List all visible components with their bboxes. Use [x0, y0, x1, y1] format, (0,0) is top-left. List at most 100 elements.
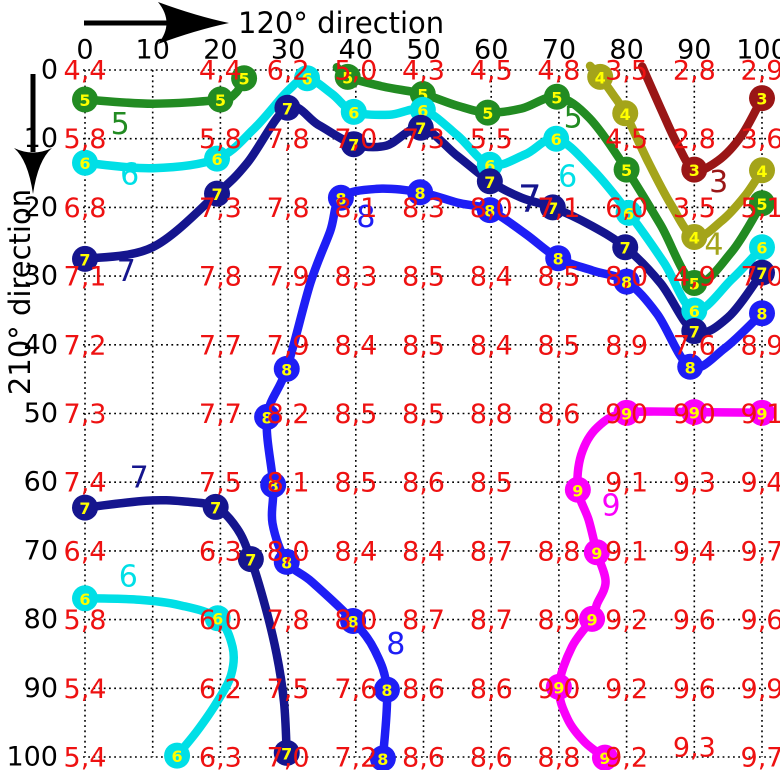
contour-level-label-8: 8: [386, 627, 405, 662]
grid-value: 4,8: [537, 56, 580, 87]
contour-marker-level-5: 5: [334, 63, 361, 90]
contour-marker-level-6: 6: [204, 145, 231, 172]
grid-value: 9,3: [673, 468, 716, 499]
contour-marker-level-7: 7: [749, 259, 775, 286]
grid-value: 7,3: [199, 193, 242, 224]
grid-value: 9,9: [741, 674, 780, 705]
contour-marker-level-6: 6: [749, 234, 775, 261]
svg-text:8: 8: [484, 202, 495, 221]
grid-value: 3,6: [741, 124, 780, 155]
grid-value: 7,3: [64, 399, 107, 430]
grid-value: 9,7: [741, 536, 780, 567]
contour-marker-level-8: 8: [369, 745, 396, 770]
y-axis-tick-labels: 0 10 20 30 40 50 60 70 80 90 100: [6, 55, 58, 770]
svg-text:6: 6: [79, 590, 90, 609]
grid-value: 8,3: [402, 193, 445, 224]
grid-value: 8,0: [605, 262, 648, 293]
grid-value: 8,3: [334, 262, 377, 293]
svg-text:5: 5: [417, 86, 428, 105]
svg-text:8: 8: [335, 189, 346, 208]
svg-text:8: 8: [262, 408, 273, 427]
grid-value: 8,9: [741, 330, 780, 361]
svg-text:7: 7: [211, 185, 222, 204]
contour-marker-level-3: 3: [749, 85, 775, 112]
grid-value: 7,2: [64, 330, 107, 361]
svg-text:9: 9: [689, 404, 700, 423]
svg-text:6: 6: [417, 101, 428, 120]
grid-value: 9,0: [537, 674, 580, 705]
grid-value: 8,4: [334, 536, 377, 567]
grid-value: 8,5: [334, 399, 377, 430]
svg-text:5: 5: [482, 104, 493, 123]
grid-value: 9,2: [605, 674, 648, 705]
grid-value: 7,9: [267, 330, 310, 361]
x-tick-label: 20: [203, 35, 237, 66]
grid-value: 3,5: [673, 193, 716, 224]
contour-marker-level-8: 8: [677, 353, 704, 380]
grid-value: 7,5: [199, 468, 242, 499]
contour-marker-level-7: 7: [72, 245, 98, 272]
grid-value: 9,2: [605, 743, 648, 770]
contour-marker-level-8: 8: [340, 607, 367, 634]
svg-text:7: 7: [348, 136, 359, 155]
svg-text:5: 5: [215, 91, 226, 110]
contour-marker-level-8: 8: [613, 268, 640, 295]
grid-value: 7,7: [199, 330, 242, 361]
x-tick-label: 100: [736, 35, 780, 66]
grid-value: 9,6: [741, 605, 780, 636]
grid-value: 2,8: [673, 56, 716, 87]
grid-value: 7,2: [334, 743, 377, 770]
contour-marker-level-8: 8: [273, 355, 300, 382]
contour-marker-level-7: 7: [72, 494, 98, 521]
grid-value: 6,2: [199, 674, 242, 705]
contour-level-label-5: 5: [564, 101, 583, 136]
grid-value: 8,5: [402, 330, 445, 361]
grid-value: 6,3: [199, 536, 242, 567]
svg-text:9: 9: [553, 678, 564, 697]
contour-marker-level-5: 5: [543, 83, 570, 110]
contour-level-label-8: 8: [356, 200, 375, 235]
x-tick-label: 90: [677, 35, 711, 66]
contour-marker-level-8: 8: [327, 184, 354, 211]
contour-marker-level-9: 9: [545, 673, 572, 700]
contour-marker-level-6: 6: [543, 125, 570, 152]
contour-level-label-6: 6: [119, 560, 138, 595]
grid-value: 8,5: [402, 399, 445, 430]
svg-text:5: 5: [342, 68, 353, 87]
svg-text:7: 7: [282, 99, 293, 118]
contour-level-label-9: 9: [601, 489, 620, 524]
contour-marker-level-4: 4: [587, 63, 614, 90]
svg-text:6: 6: [551, 130, 562, 149]
svg-text:4: 4: [756, 162, 767, 181]
contour-marker-level-7: 7: [612, 234, 639, 261]
grid-value: 8,7: [470, 536, 513, 567]
grid-value: 8,0: [470, 193, 513, 224]
grid-value: 8,5: [334, 468, 377, 499]
svg-text:6: 6: [484, 156, 495, 175]
svg-text:5: 5: [756, 195, 767, 214]
grid-value: 8,9: [537, 605, 580, 636]
svg-text:7: 7: [415, 119, 426, 138]
svg-text:8: 8: [268, 476, 279, 495]
contour-marker-level-7: 7: [273, 739, 300, 766]
contour-level-label-7: 7: [130, 461, 149, 496]
svg-text:8: 8: [756, 305, 767, 324]
contour-marker-level-9: 9: [579, 605, 606, 632]
contour-line-level-6: [80, 73, 767, 315]
svg-text:8: 8: [415, 184, 426, 203]
contour-marker-level-8: 8: [749, 300, 775, 327]
grid-value: 8,1: [334, 193, 377, 224]
grid-value: 5,8: [199, 124, 242, 155]
grid-value: 7,8: [267, 193, 310, 224]
contour-marker-level-6: 6: [615, 199, 642, 226]
grid-value: 7,8: [267, 605, 310, 636]
grid-value: 9,0: [605, 399, 648, 430]
contour-marker-level-8: 8: [260, 471, 287, 498]
grid-value: 5,8: [64, 124, 107, 155]
grid-value: 8,7: [402, 605, 445, 636]
svg-text:8: 8: [377, 750, 388, 769]
grid-value: 7,0: [267, 743, 310, 770]
svg-text:8: 8: [621, 273, 632, 292]
svg-text:9: 9: [587, 610, 598, 629]
